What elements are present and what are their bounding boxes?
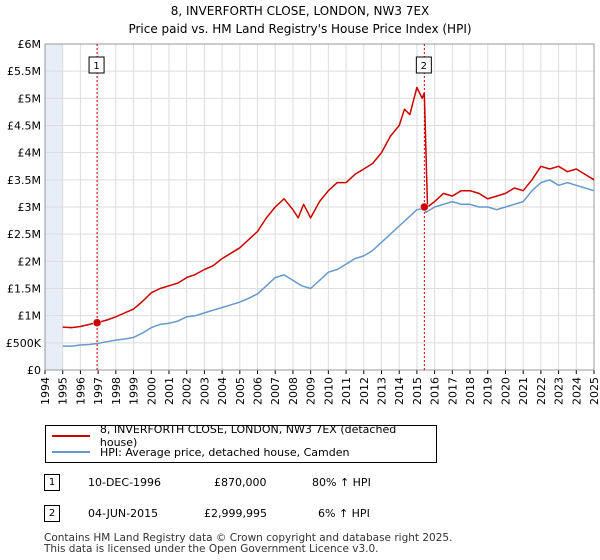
x-tick-label: 2023 [553, 377, 566, 405]
x-tick-label: 1999 [128, 377, 141, 405]
footer-copyright: Contains HM Land Registry data © Crown c… [44, 532, 453, 544]
x-tick-label: 1995 [57, 377, 70, 405]
x-tick-label: 1994 [39, 377, 52, 405]
page-subtitle: Price paid vs. HM Land Registry's House … [128, 22, 472, 36]
x-tick-label: 2011 [340, 377, 353, 405]
sale-date-1: 10-DEC-1996 [88, 476, 162, 489]
x-tick-label: 1998 [110, 377, 123, 405]
x-tick-label: 1997 [92, 377, 105, 405]
x-tick-label: 2024 [570, 377, 583, 405]
y-tick-label: £1.5M [7, 283, 41, 296]
y-tick-label: £5M [18, 92, 42, 105]
x-tick-label: 2013 [375, 377, 388, 405]
x-tick-label: 2008 [287, 377, 300, 405]
legend-item-property: 8, INVERFORTH CLOSE, LONDON, NW3 7EX (de… [52, 423, 436, 449]
sale-point-2 [420, 202, 429, 212]
series-line-hpi [62, 179, 595, 347]
plot-border [44, 43, 595, 371]
x-tick-label: 2001 [163, 377, 176, 405]
sale-hpi-change-1: 80% ↑ HPI [312, 476, 371, 489]
y-tick-label: £4.5M [7, 120, 41, 133]
y-tick-label: £3M [18, 201, 42, 214]
y-tick-label: £2.5M [7, 228, 41, 241]
y-tick-label: £2M [18, 255, 42, 268]
sale-label-1: 1 [93, 61, 99, 72]
x-tick-label: 2012 [358, 377, 371, 405]
x-tick-label: 2007 [269, 377, 282, 405]
chart-legend: 8, INVERFORTH CLOSE, LONDON, NW3 7EX (de… [45, 423, 437, 463]
sale-label-2: 2 [421, 61, 427, 72]
sale-date-2: 04-JUN-2015 [88, 507, 159, 520]
y-tick-label: £4M [18, 147, 42, 160]
sale-badge-2: 2 [44, 505, 60, 522]
y-tick-label: £500K [6, 337, 42, 350]
sale-price-2: £2,999,995 [204, 507, 267, 520]
x-tick-label: 2010 [322, 377, 335, 405]
x-tick-label: 2016 [429, 377, 442, 405]
legend-item-hpi: HPI: Average price, detached house, Camd… [52, 445, 349, 459]
x-tick-label: 1996 [74, 377, 87, 405]
legend-label-property: 8, INVERFORTH CLOSE, LONDON, NW3 7EX (de… [99, 423, 397, 449]
legend-label-hpi: HPI: Average price, detached house, Camd… [100, 445, 350, 459]
y-tick-label: £5.5M [7, 65, 41, 78]
series-line-property [62, 86, 595, 329]
y-tick-label: £6M [18, 38, 42, 51]
x-tick-label: 2006 [252, 377, 265, 405]
sale-label-box-2 [415, 56, 432, 74]
x-tick-label: 2009 [305, 377, 318, 405]
sale-price-1: £870,000 [214, 476, 267, 489]
sale-badge-1: 1 [44, 474, 60, 491]
sale-label-box-1 [88, 56, 105, 74]
x-tick-label: 2022 [535, 377, 548, 405]
y-tick-label: £0 [27, 364, 41, 377]
x-tick-label: 2003 [198, 377, 211, 405]
legend-line-property [52, 435, 90, 437]
x-tick-label: 2019 [482, 377, 495, 405]
x-tick-label: 2018 [464, 377, 477, 405]
x-tick-label: 2020 [499, 377, 512, 405]
page-title: 8, INVERFORTH CLOSE, LONDON, NW3 7EX [170, 4, 430, 18]
price-chart: £0 £500K £1M £1.5M £2M £2.5M £3M £3.5M £4M £4.5M £… [6, 38, 600, 405]
y-tick-label: £1M [18, 310, 42, 323]
sale-hpi-change-2: 6% ↑ HPI [318, 507, 370, 520]
x-tick-label: 2025 [588, 377, 600, 405]
y-tick-label: £3.5M [7, 174, 41, 187]
legend-line-hpi [52, 451, 90, 453]
x-tick-label: 2014 [393, 377, 406, 405]
x-tick-label: 2017 [446, 377, 459, 405]
footer-license: This data is licensed under the Open Gov… [44, 543, 379, 555]
x-tick-label: 2005 [234, 377, 247, 405]
x-tick-label: 2000 [145, 377, 158, 405]
sale-point-1 [92, 318, 102, 327]
x-tick-label: 2004 [216, 377, 229, 405]
x-tick-label: 2002 [181, 377, 194, 405]
x-tick-label: 2015 [411, 377, 424, 405]
x-tick-label: 2021 [517, 377, 530, 405]
